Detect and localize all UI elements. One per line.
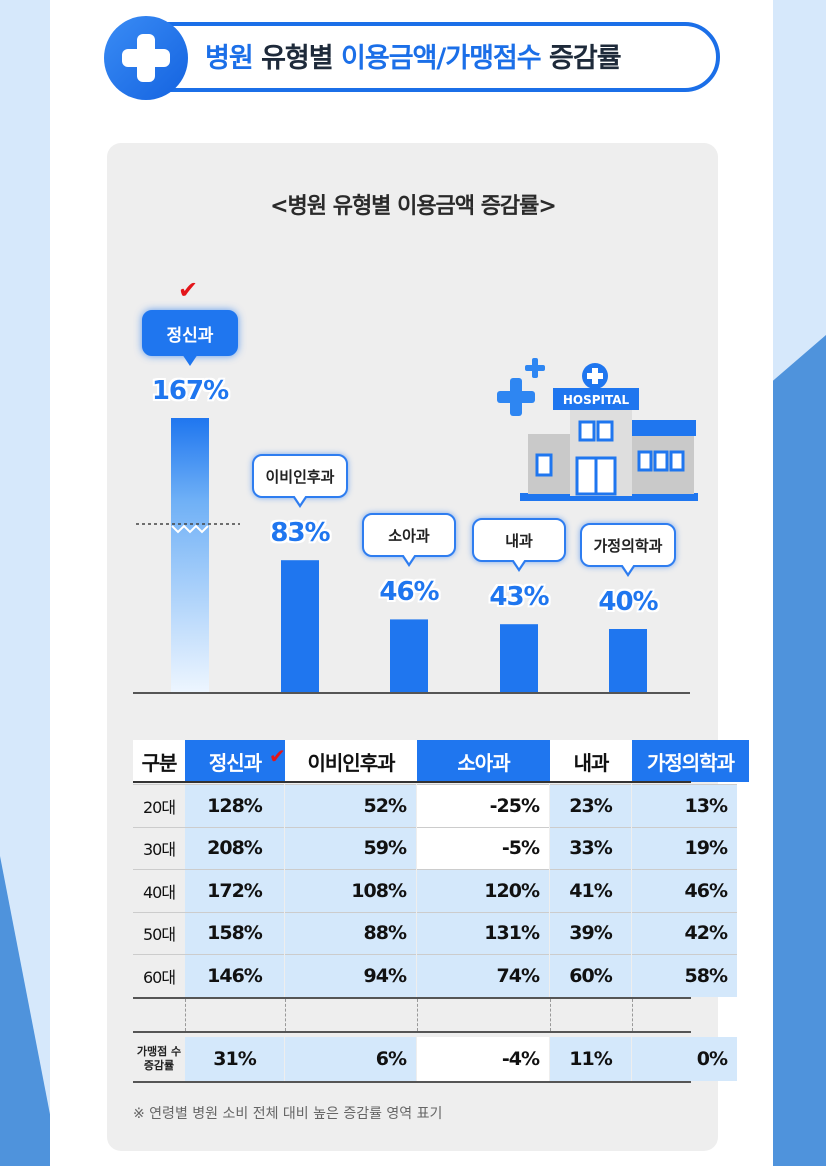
- table-header-cell: 가정의학과: [632, 740, 749, 782]
- category-callout: 가정의학과: [580, 523, 676, 577]
- table-cell: 120%: [417, 869, 549, 912]
- footnote: ※ 연령별 병원 소비 전체 대비 높은 증감률 영역 표기: [133, 1106, 443, 1122]
- row-label: 50대: [133, 911, 185, 955]
- table-cell: 41%: [550, 869, 631, 912]
- table-cell: 94%: [285, 954, 416, 997]
- table-separator-row: [133, 996, 691, 1033]
- franchise-cell: 31%: [185, 1036, 284, 1081]
- table-cell: 131%: [417, 911, 549, 954]
- bar-value-label: 167%: [151, 376, 229, 406]
- table-dotted-divider: [550, 998, 551, 1031]
- bar-5: [609, 629, 647, 693]
- chart-title: <병원 유형별 이용금액 증감률>: [270, 194, 557, 219]
- title-part-1: 병원: [205, 43, 254, 74]
- table-cell: 59%: [285, 826, 416, 869]
- category-callout: 정신과: [142, 310, 238, 366]
- table-cell: 23%: [550, 784, 631, 827]
- table-cell: 208%: [185, 826, 284, 869]
- table-cell: 60%: [550, 954, 631, 997]
- table-dotted-divider: [632, 998, 633, 1031]
- hospital-illustration-icon: [497, 358, 698, 501]
- bar-3: [390, 619, 428, 693]
- title-part-4: 증감률: [540, 43, 622, 74]
- table-row: 20대 128% 52% -25% 23% 13%: [133, 784, 737, 827]
- bar-4: [500, 624, 538, 693]
- franchise-label: 가맹점 수 증감률: [133, 1037, 185, 1081]
- table-dotted-divider: [185, 998, 186, 1031]
- table-header-cell: 내과: [550, 740, 632, 782]
- franchise-cell: 0%: [632, 1036, 737, 1081]
- table-cell: 172%: [185, 869, 284, 912]
- franchise-cell: 11%: [550, 1036, 631, 1081]
- table-header-cell: 이비인후과: [285, 740, 417, 782]
- franchise-row: 가맹점 수 증감률 31% 6% -4% 11% 0%: [133, 1036, 737, 1083]
- table-cell: 19%: [632, 826, 737, 869]
- table-header-bottom-line: [133, 781, 691, 783]
- row-label: 60대: [133, 954, 185, 997]
- table-cell: 108%: [285, 869, 416, 912]
- table-cell: 42%: [632, 911, 737, 954]
- header-pill: [108, 22, 720, 92]
- bar-value-label: 40%: [598, 587, 658, 617]
- table-header-cell: 소아과: [417, 740, 550, 782]
- medical-plus-icon: [104, 16, 188, 100]
- table-cell: 146%: [185, 954, 284, 997]
- hospital-sign-text: HOSPITAL: [563, 393, 630, 407]
- axis-break-zigzag: [171, 524, 209, 534]
- franchise-cell: 6%: [285, 1036, 416, 1081]
- table-row: 60대 146% 94% 74% 60% 58%: [133, 954, 737, 997]
- table-cell: 46%: [632, 869, 737, 912]
- title-part-2: 유형별: [252, 43, 342, 74]
- table-dotted-divider: [417, 998, 418, 1031]
- table-header-row: 구분 정신과 이비인후과 소아과 내과 가정의학과 ✔: [133, 740, 749, 783]
- bar-value-label: 43%: [489, 582, 549, 613]
- franchise-label-line2: 증감률: [143, 1058, 175, 1072]
- row-label: 40대: [133, 869, 185, 912]
- franchise-cell: -4%: [417, 1036, 549, 1081]
- category-callout: 이비인후과: [252, 454, 348, 509]
- franchise-label-line1: 가맹점 수: [136, 1044, 182, 1058]
- bar-1: [171, 418, 209, 693]
- category-callout: 소아과: [362, 513, 456, 568]
- table-cell: 158%: [185, 911, 284, 954]
- table-cell: 13%: [632, 784, 737, 827]
- table-cell: 88%: [285, 911, 416, 954]
- table-cell: -25%: [417, 784, 549, 827]
- background-triangle-right: [768, 335, 826, 385]
- page-title: 병원 유형별 이용금액/가맹점수 증감률: [205, 36, 622, 75]
- table-row: 40대 172% 108% 120% 41% 46%: [133, 869, 737, 912]
- table-cell: -5%: [417, 826, 549, 869]
- table-cell: 74%: [417, 954, 549, 997]
- table-cell: 58%: [632, 954, 737, 997]
- bar-value-label: 83%: [270, 518, 330, 549]
- table-cell: 39%: [550, 911, 631, 954]
- bar-value-label: 46%: [379, 577, 439, 608]
- category-callout: 내과: [472, 518, 566, 573]
- highlight-check-icon: ✔: [178, 276, 199, 304]
- table-cell: 52%: [285, 784, 416, 827]
- table-cell: 33%: [550, 826, 631, 869]
- table-dotted-divider: [285, 998, 286, 1031]
- table-header-cell: 구분: [133, 740, 185, 782]
- bar-2: [281, 560, 319, 693]
- table-cell: 128%: [185, 784, 284, 827]
- table-row: 50대 158% 88% 131% 39% 42%: [133, 911, 737, 955]
- row-label: 20대: [133, 784, 185, 827]
- row-label: 30대: [133, 826, 185, 870]
- table-header-cell: 정신과: [185, 740, 285, 782]
- table-row: 30대 208% 59% -5% 33% 19%: [133, 826, 737, 870]
- header-check-icon: ✔: [269, 744, 286, 768]
- title-part-3: 이용금액/가맹점수: [341, 43, 542, 74]
- background-fill-right: [768, 385, 826, 1166]
